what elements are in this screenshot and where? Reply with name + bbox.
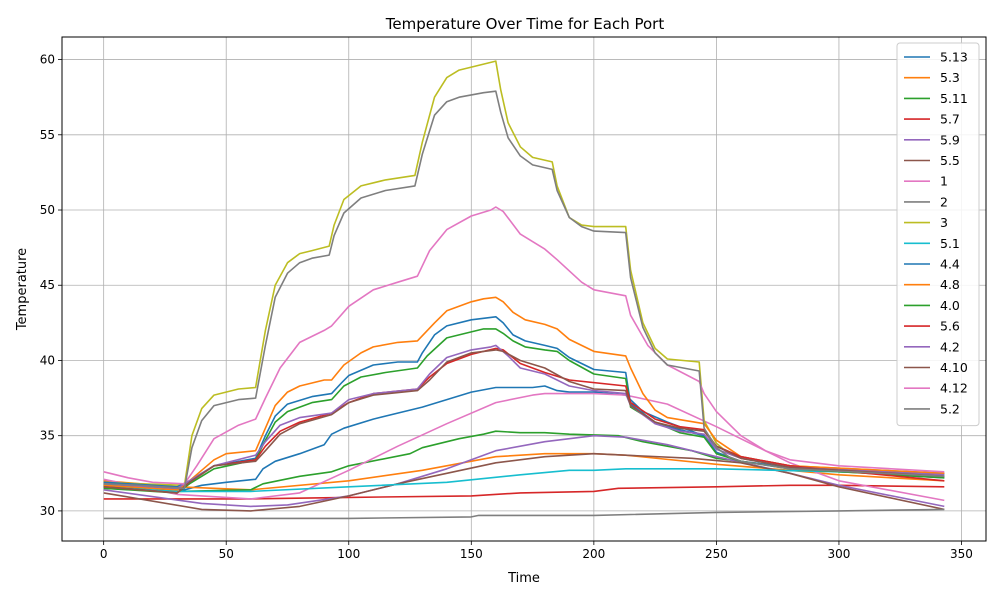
legend-label: 1	[940, 174, 948, 189]
legend-label: 5.6	[940, 319, 960, 334]
y-tick-label: 35	[40, 429, 55, 443]
series-line-4-8	[103, 296, 945, 491]
legend: 5.13 5.3 5.11 5.7 5.9 5.5 1 2 3 5.1 4.4 4.8 4.0 5.6 4.…	[896, 42, 980, 427]
legend-label: 5.7	[940, 112, 960, 127]
series-line-4-10	[103, 349, 945, 494]
legend-box	[896, 42, 980, 427]
x-tick-label: 250	[705, 547, 728, 561]
series-line-1	[103, 392, 945, 502]
x-axis-ticks: 0 50 100 150 200 250 300 350	[100, 541, 973, 561]
series-line-5-7	[103, 484, 945, 500]
chart-title: Temperature Over Time for Each Port	[385, 15, 665, 33]
legend-label: 4.12	[940, 381, 968, 396]
x-tick-label: 300	[827, 547, 850, 561]
x-tick-label: 50	[219, 547, 234, 561]
series-line-4-2	[103, 344, 945, 490]
series-line-2	[103, 508, 945, 520]
series-group	[103, 60, 945, 520]
y-tick-label: 40	[40, 353, 55, 367]
y-tick-label: 30	[40, 504, 55, 518]
x-tick-label: 350	[950, 547, 973, 561]
legend-label: 4.8	[940, 277, 960, 292]
x-tick-label: 200	[582, 547, 605, 561]
legend-label: 5.1	[940, 236, 960, 251]
legend-label: 4.2	[940, 339, 960, 354]
series-line-5-6	[103, 347, 945, 494]
legend-label: 3	[940, 215, 948, 230]
y-axis-label: Temperature	[15, 248, 30, 331]
legend-label: 4.4	[940, 257, 960, 272]
y-axis-ticks: 30 35 40 45 50 55 60	[40, 53, 62, 518]
series-line-5-1	[103, 467, 945, 493]
x-tick-label: 100	[337, 547, 360, 561]
legend-label: 2	[940, 194, 948, 209]
series-line-5-2	[103, 90, 945, 490]
x-tick-label: 0	[100, 547, 108, 561]
legend-label: 4.10	[940, 360, 968, 375]
x-axis-label: Time	[507, 571, 540, 586]
y-tick-label: 55	[40, 128, 55, 142]
y-tick-label: 60	[40, 53, 55, 67]
series-line-5-5	[103, 452, 945, 512]
series-line-4-12	[103, 206, 945, 485]
y-tick-label: 50	[40, 203, 55, 217]
series-line-3	[103, 60, 945, 487]
legend-label: 5.9	[940, 132, 960, 147]
legend-label: 5.3	[940, 70, 960, 85]
legend-label: 5.13	[940, 50, 968, 65]
legend-label: 5.5	[940, 153, 960, 168]
legend-label: 4.0	[940, 298, 960, 313]
y-tick-label: 45	[40, 278, 55, 292]
legend-label: 5.2	[940, 401, 960, 416]
legend-label: 5.11	[940, 91, 968, 106]
plot-frame	[61, 36, 987, 542]
x-tick-label: 150	[460, 547, 483, 561]
